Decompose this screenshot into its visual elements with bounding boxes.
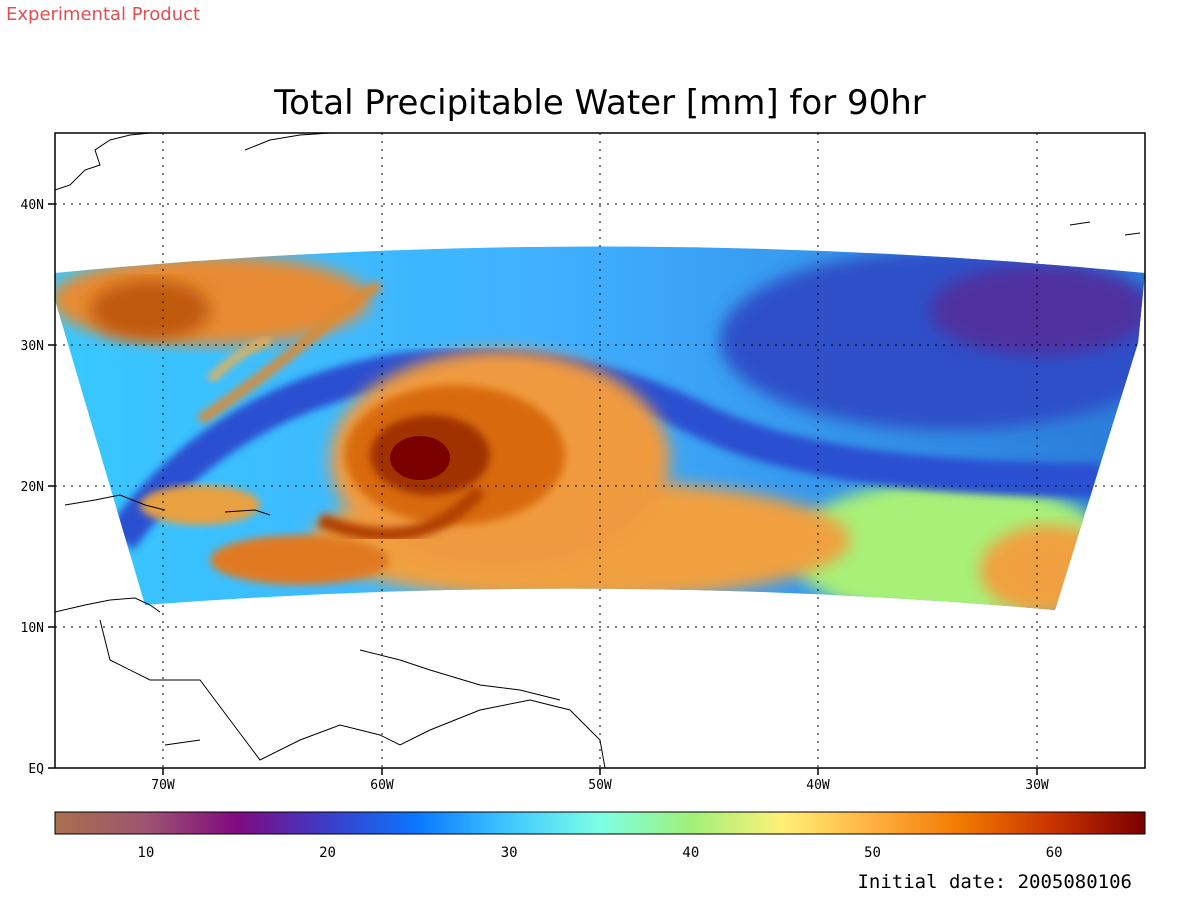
- lat-label: 40N: [21, 198, 44, 213]
- initial-date: Initial date: 2005080106: [857, 871, 1132, 893]
- colorbar-tick-label: 10: [137, 845, 154, 861]
- colorbar-tick-label: 50: [864, 845, 881, 861]
- lat-label: EQ: [28, 762, 44, 777]
- colorbar-tick-label: 20: [319, 845, 336, 861]
- coastlines: [55, 133, 1141, 768]
- lon-label: 40W: [806, 778, 830, 793]
- map-plot-area: [55, 133, 1145, 768]
- lat-label: 30N: [21, 339, 44, 354]
- graticule: [55, 133, 1145, 768]
- lat-label: 10N: [21, 621, 44, 636]
- lon-label: 60W: [370, 778, 394, 793]
- colorbar-ticks: 10 20 30 40 50 60: [137, 845, 1062, 861]
- lon-label: 70W: [151, 778, 175, 793]
- colorbar-tick-label: 40: [682, 845, 699, 861]
- page-title: Total Precipitable Water [mm] for 90hr: [273, 83, 926, 123]
- tpw-field: [55, 246, 1145, 610]
- experimental-label: Experimental Product: [6, 4, 200, 25]
- colorbar-tick-label: 60: [1046, 845, 1063, 861]
- lon-label: 30W: [1025, 778, 1049, 793]
- lon-label: 50W: [588, 778, 612, 793]
- lat-label: 20N: [21, 480, 44, 495]
- axis-ticks: [48, 203, 1038, 775]
- colorbar: [54, 811, 1146, 835]
- colorbar-tick-label: 30: [501, 845, 518, 861]
